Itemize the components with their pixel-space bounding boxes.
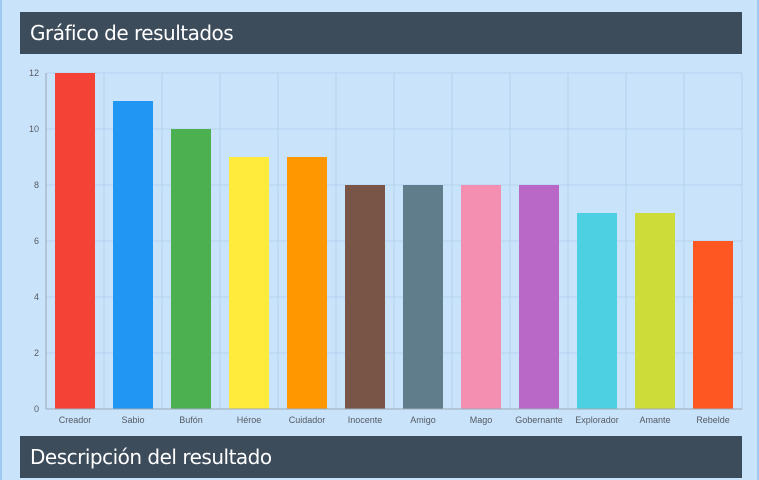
y-tick-label: 10	[29, 124, 39, 134]
bar-explorador	[577, 213, 617, 409]
bar-amigo	[403, 185, 443, 409]
x-tick-label: Mago	[470, 415, 493, 425]
y-tick-label: 12	[29, 68, 39, 78]
x-tick-label: Héroe	[237, 415, 262, 425]
bar-cuidador	[287, 157, 327, 409]
x-tick-label: Rebelde	[696, 415, 730, 425]
y-tick-label: 4	[34, 292, 39, 302]
y-tick-label: 2	[34, 348, 39, 358]
bar-bufón	[171, 129, 211, 409]
x-tick-label: Explorador	[575, 415, 619, 425]
bar-héroe	[229, 157, 269, 409]
x-tick-label: Sabio	[121, 415, 144, 425]
bar-amante	[635, 213, 675, 409]
chart-bars	[55, 73, 733, 409]
y-tick-label: 8	[34, 180, 39, 190]
x-tick-label: Bufón	[179, 415, 203, 425]
x-tick-label: Creador	[59, 415, 92, 425]
x-tick-label: Cuidador	[289, 415, 326, 425]
x-tick-label: Gobernante	[515, 415, 563, 425]
chart-axes: 0 2 4 6 8 10 12 Creador Sabio Bufón Héroe Cuidador I…	[29, 68, 742, 425]
bar-creador	[55, 73, 95, 409]
y-tick-label: 6	[34, 236, 39, 246]
description-section-header: Descripción del resultado	[20, 436, 742, 478]
x-tick-label: Amigo	[410, 415, 436, 425]
bar-sabio	[113, 101, 153, 409]
x-tick-label: Inocente	[348, 415, 383, 425]
chart-section-header: Gráfico de resultados	[20, 12, 742, 54]
x-tick-label: Amante	[639, 415, 670, 425]
bar-inocente	[345, 185, 385, 409]
y-tick-label: 0	[34, 404, 39, 414]
bar-gobernante	[519, 185, 559, 409]
bar-rebelde	[693, 241, 733, 409]
bar-mago	[461, 185, 501, 409]
